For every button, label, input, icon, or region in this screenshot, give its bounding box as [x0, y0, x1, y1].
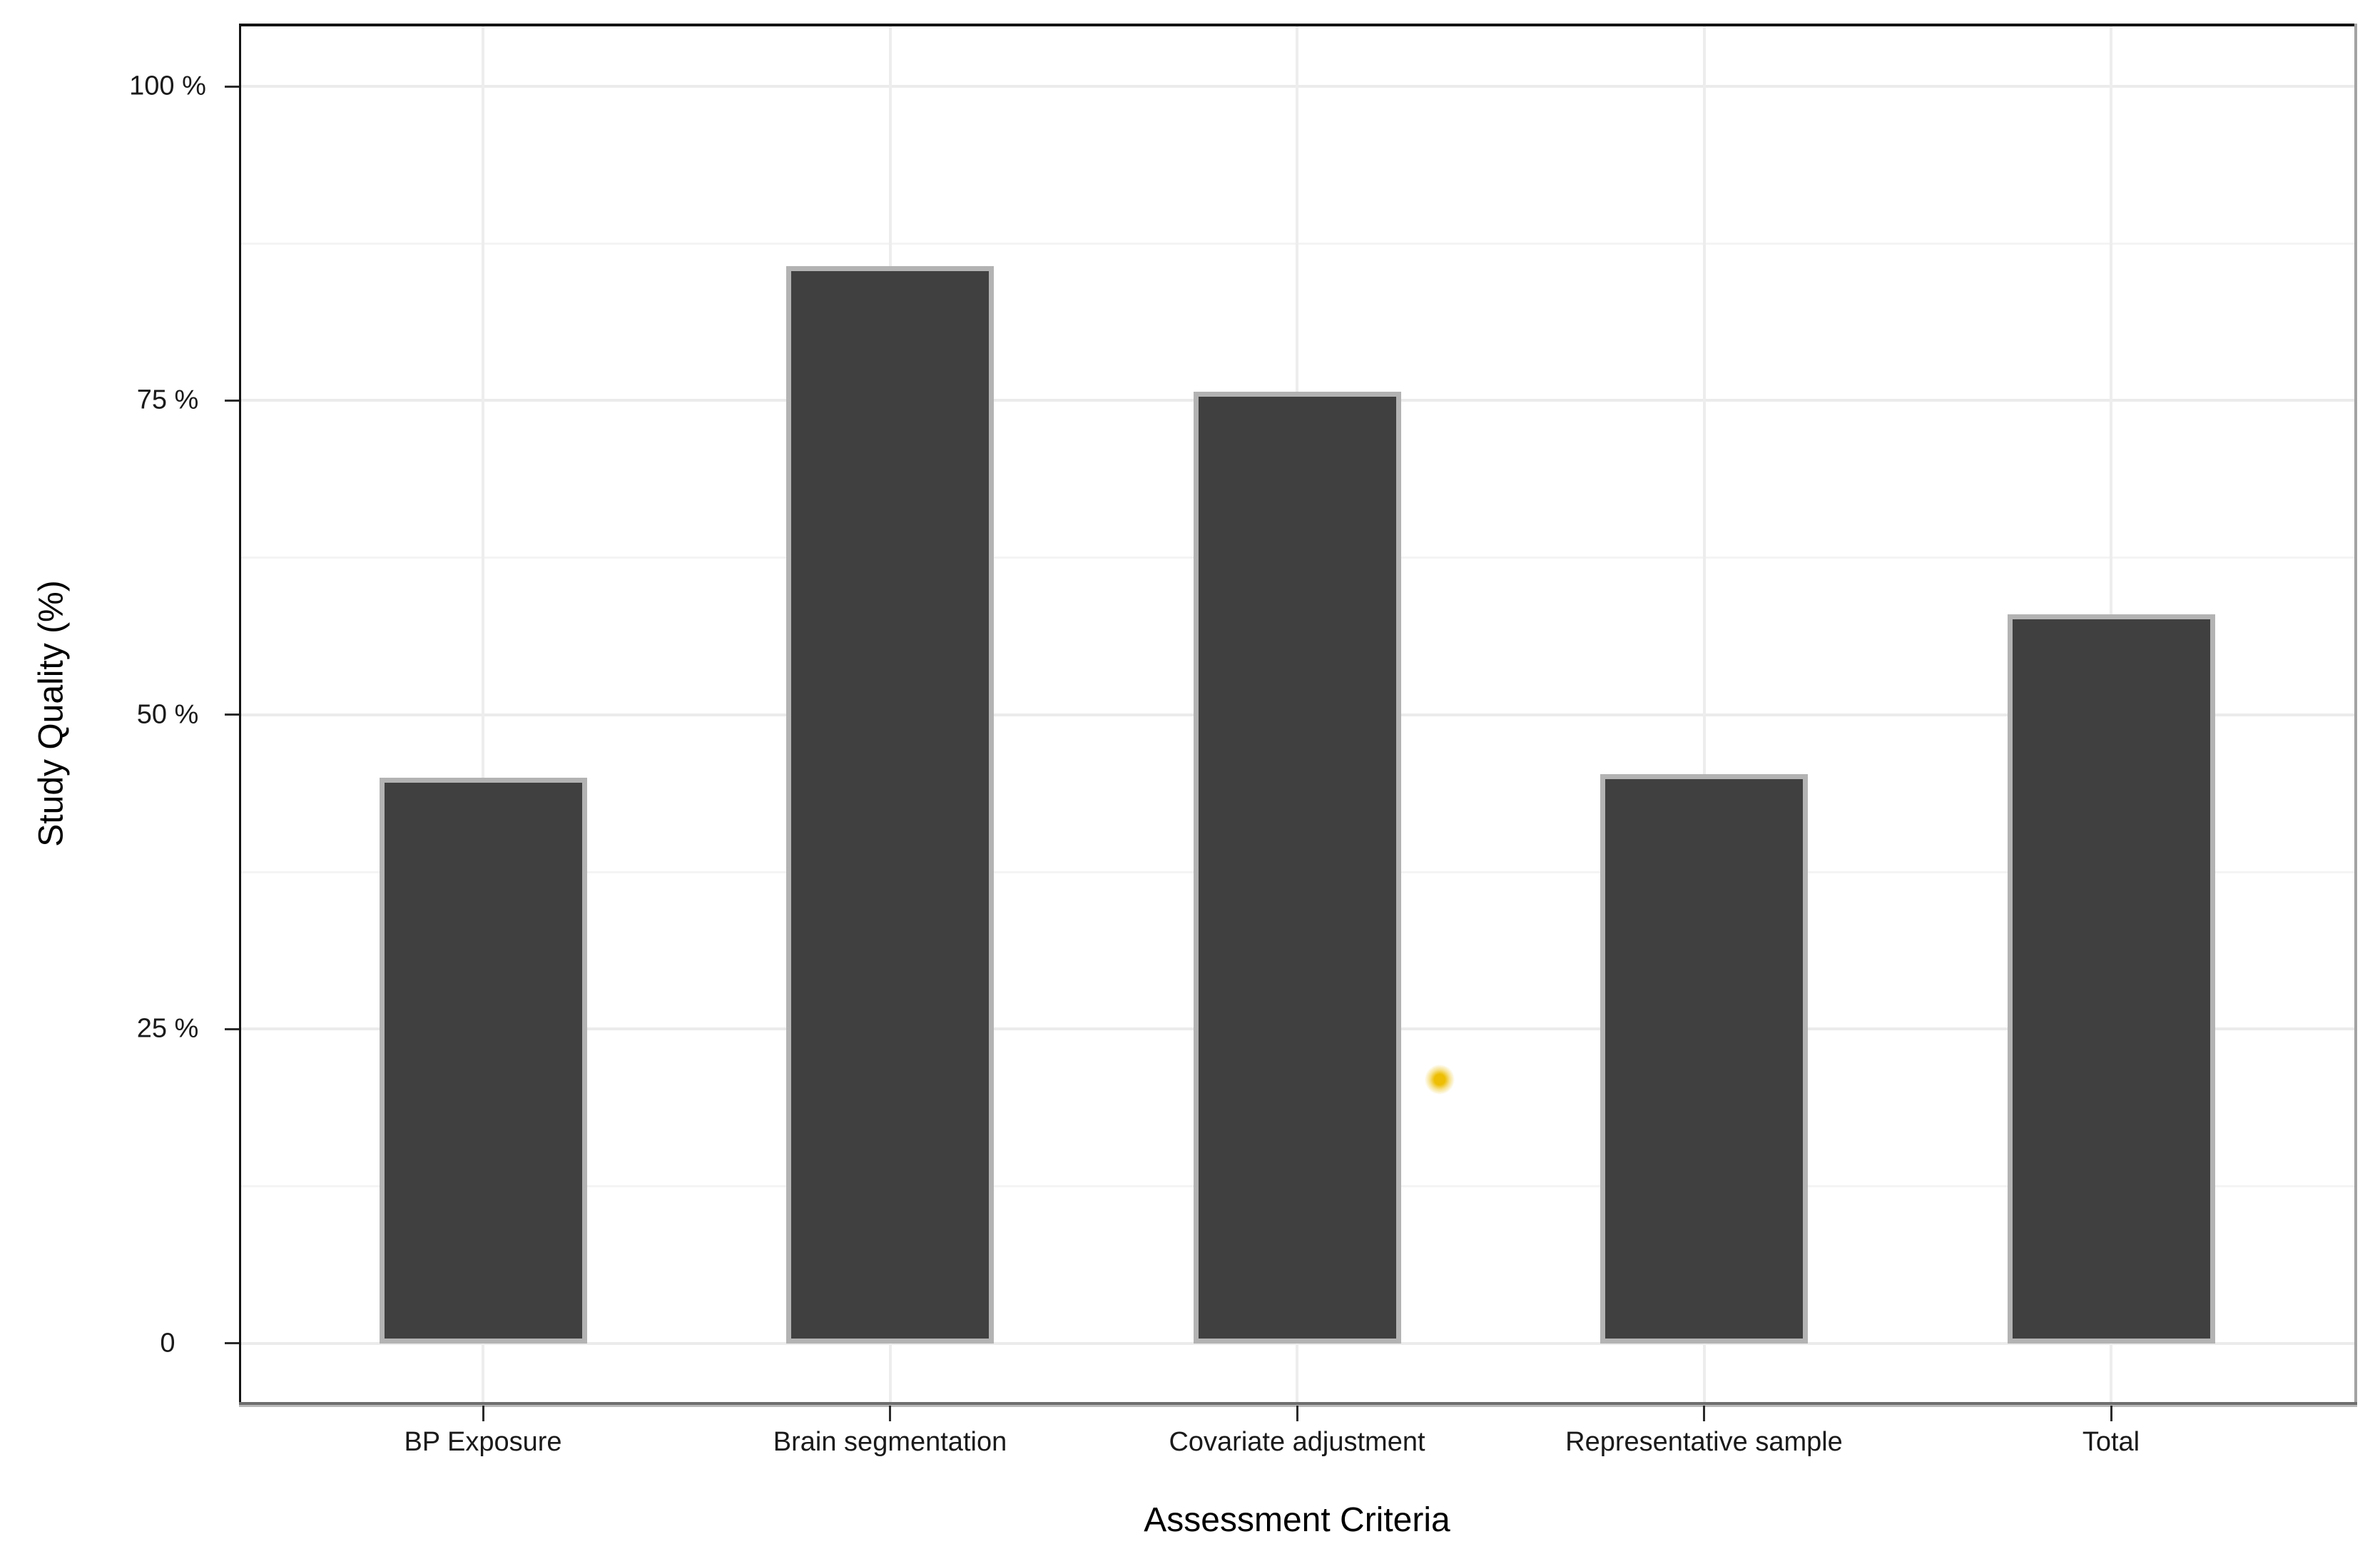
bar-total: [2007, 614, 2215, 1344]
bar-brain-segmentation: [786, 265, 994, 1344]
vertical-gridline: [482, 24, 484, 1406]
y-axis-tick: [225, 399, 239, 402]
y-axis-tick: [225, 85, 239, 88]
x-axis-tick: [1296, 1406, 1298, 1421]
bar-covariate-adjustment: [1193, 392, 1401, 1344]
y-axis-tick: [225, 713, 239, 716]
x-axis-title: Assessment Criteria: [1144, 1501, 1450, 1539]
y-tick-label: 50 %: [136, 699, 199, 730]
x-tick-label: Brain segmentation: [773, 1427, 1007, 1457]
y-tick-label: 0: [160, 1328, 176, 1359]
bar-representative-sample: [1600, 773, 1808, 1344]
x-tick-label: Representative sample: [1565, 1427, 1843, 1457]
y-tick-label: 100 %: [129, 71, 206, 101]
x-axis-tick: [482, 1406, 484, 1421]
panel-border-bottom: [239, 1402, 2357, 1407]
x-axis-tick: [2110, 1406, 2112, 1421]
y-tick-label: 75 %: [136, 385, 199, 415]
x-tick-label: Total: [2082, 1427, 2140, 1457]
y-axis-tick: [225, 1342, 239, 1345]
y-tick-label: 25 %: [136, 1013, 199, 1044]
panel-border-top: [239, 24, 2357, 26]
bar-bp-exposure: [379, 777, 587, 1344]
y-axis-title: Study Quality (%): [32, 580, 71, 847]
x-axis-tick: [1703, 1406, 1705, 1421]
x-tick-label: Covariate adjustment: [1169, 1427, 1425, 1457]
y-axis-tick: [225, 1027, 239, 1030]
panel-border-right: [2354, 24, 2357, 1406]
panel-border-left: [239, 24, 241, 1406]
vertical-gridline: [1702, 24, 1706, 1406]
plot-panel: [239, 24, 2354, 1406]
x-tick-label: BP Exposure: [404, 1427, 562, 1457]
significance-star-marker: [1423, 1063, 1455, 1095]
x-axis-tick: [889, 1406, 891, 1421]
